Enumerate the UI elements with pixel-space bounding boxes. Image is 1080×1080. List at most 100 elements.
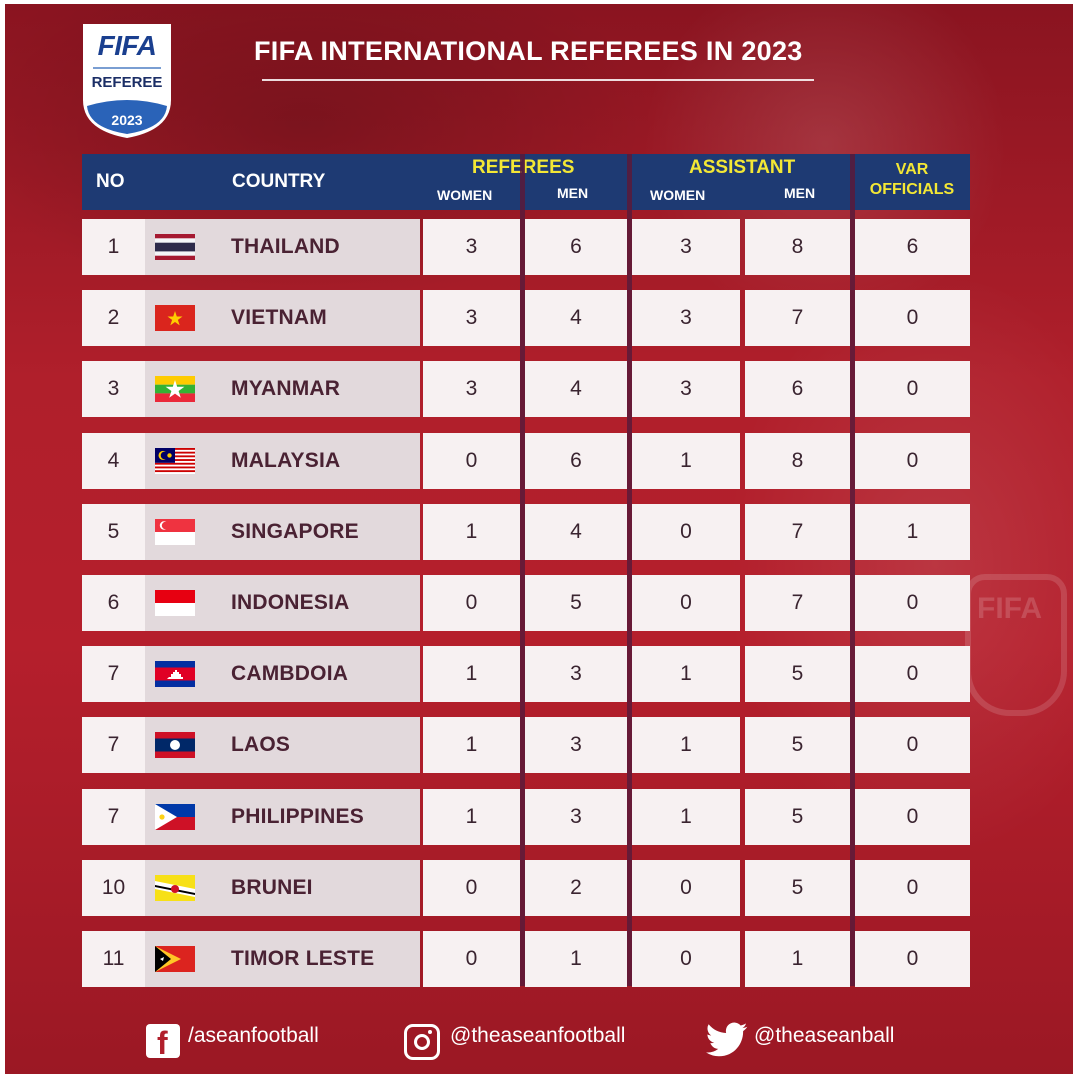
title-underline bbox=[262, 79, 814, 81]
row-number: 11 bbox=[82, 931, 145, 987]
country-name: CAMBDOIA bbox=[231, 662, 349, 686]
referees-men-value: 5 bbox=[525, 575, 627, 631]
table-row: 3 MYANMAR 3 4 3 6 0 bbox=[82, 361, 970, 418]
shield-icon bbox=[83, 24, 171, 138]
header-no: NO bbox=[96, 171, 125, 192]
table-row: 11 TIMOR LESTE 0 1 0 1 0 bbox=[82, 931, 970, 987]
country-cell: VIETNAM bbox=[145, 290, 420, 347]
twitter-handle[interactable]: @theaseanball bbox=[754, 1024, 895, 1047]
var-officials-value: 0 bbox=[855, 788, 970, 845]
referees-women-value: 3 bbox=[423, 219, 520, 275]
table-row: 1 THAILAND 3 6 3 8 6 bbox=[82, 219, 970, 275]
var-officials-value: 0 bbox=[855, 931, 970, 987]
instagram-handle[interactable]: @theaseanfootball bbox=[450, 1024, 626, 1047]
assistant-men-value: 8 bbox=[745, 219, 850, 275]
twitter-icon bbox=[706, 1022, 748, 1057]
indonesia-flag-icon bbox=[155, 590, 195, 616]
assistant-men-value: 7 bbox=[745, 503, 850, 560]
referees-women-value: 0 bbox=[423, 859, 520, 916]
referees-men-value: 4 bbox=[525, 290, 627, 347]
country-name: INDONESIA bbox=[231, 591, 350, 614]
facebook-handle[interactable]: /aseanfootball bbox=[188, 1024, 319, 1047]
row-number: 2 bbox=[82, 290, 145, 347]
header-var-line1: VAR bbox=[895, 161, 929, 178]
myanmar-flag-icon bbox=[155, 376, 195, 403]
referees-women-value: 0 bbox=[423, 931, 520, 987]
instagram-icon bbox=[404, 1024, 440, 1060]
country-cell: BRUNEI bbox=[145, 859, 420, 916]
assistant-men-value: 8 bbox=[745, 432, 850, 489]
referees-women-value: 0 bbox=[423, 432, 520, 489]
referees-men-value: 4 bbox=[525, 503, 627, 560]
referees-women-value: 1 bbox=[423, 503, 520, 560]
assistant-men-value: 5 bbox=[745, 717, 850, 774]
laos-flag-icon bbox=[155, 732, 195, 759]
referees-men-value: 1 bbox=[525, 931, 627, 987]
header-var-line2: OFFICIALS bbox=[869, 181, 955, 198]
var-officials-value: 0 bbox=[855, 646, 970, 703]
table-row: 4 MALAYSIA 0 6 1 8 0 bbox=[82, 432, 970, 489]
singapore-flag-icon bbox=[155, 518, 195, 545]
country-name: BRUNEI bbox=[231, 875, 313, 899]
table-row: 7 LAOS 1 3 1 5 0 bbox=[82, 717, 970, 774]
header-assistant: ASSISTANT bbox=[689, 157, 796, 178]
row-number: 7 bbox=[82, 788, 145, 845]
var-officials-value: 0 bbox=[855, 859, 970, 916]
facebook-icon: f bbox=[146, 1024, 180, 1060]
logo-label: REFEREE bbox=[91, 74, 163, 91]
country-cell: SINGAPORE bbox=[145, 503, 420, 560]
referees-women-value: 3 bbox=[423, 361, 520, 418]
logo-year: 2023 bbox=[111, 112, 143, 128]
logo-brand: FIFA bbox=[97, 30, 157, 61]
referees-men-value: 6 bbox=[525, 432, 627, 489]
row-number: 7 bbox=[82, 717, 145, 774]
country-cell: LAOS bbox=[145, 717, 420, 774]
var-officials-value: 0 bbox=[855, 361, 970, 418]
row-number: 7 bbox=[82, 646, 145, 703]
table-row: 7 PHILIPPINES 1 3 1 5 0 bbox=[82, 788, 970, 845]
assistant-men-value: 7 bbox=[745, 575, 850, 631]
country-name: SINGAPORE bbox=[231, 519, 359, 543]
assistant-men-value: 5 bbox=[745, 859, 850, 916]
table-row: 10 BRUNEI 0 2 0 5 0 bbox=[82, 859, 970, 916]
referees-women-value: 1 bbox=[423, 646, 520, 703]
var-officials-value: 0 bbox=[855, 432, 970, 489]
assistant-men-value: 5 bbox=[745, 646, 850, 703]
assistant-women-value: 3 bbox=[632, 290, 740, 347]
cambodia-flag-icon bbox=[155, 661, 195, 688]
header-country: COUNTRY bbox=[232, 171, 326, 192]
background-fifa-badge-watermark: FIFA bbox=[965, 574, 1067, 716]
country-name: LAOS bbox=[231, 733, 291, 757]
assistant-women-value: 0 bbox=[632, 503, 740, 560]
row-number: 6 bbox=[82, 575, 145, 631]
header-assistant-women: WOMEN bbox=[650, 187, 706, 203]
row-number: 4 bbox=[82, 432, 145, 489]
referees-women-value: 1 bbox=[423, 717, 520, 774]
country-name: THAILAND bbox=[231, 235, 340, 258]
thailand-flag-icon bbox=[155, 234, 195, 260]
page-title: FIFA INTERNATIONAL REFEREES IN 2023 bbox=[254, 36, 803, 66]
column-divider bbox=[520, 154, 525, 986]
referees-women-value: 3 bbox=[423, 290, 520, 347]
referees-men-value: 3 bbox=[525, 646, 627, 703]
table-row: 6 INDONESIA 0 5 0 7 0 bbox=[82, 575, 970, 631]
country-name: MYANMAR bbox=[231, 377, 341, 401]
referees-men-value: 3 bbox=[525, 717, 627, 774]
country-cell: THAILAND bbox=[145, 219, 420, 275]
assistant-men-value: 7 bbox=[745, 290, 850, 347]
table-row: 5 SINGAPORE 1 4 0 7 1 bbox=[82, 503, 970, 560]
header-referees-women: WOMEN bbox=[437, 187, 493, 203]
assistant-women-value: 3 bbox=[632, 361, 740, 418]
country-cell: CAMBDOIA bbox=[145, 646, 420, 703]
timor-leste-flag-icon bbox=[155, 946, 195, 972]
assistant-women-value: 1 bbox=[632, 717, 740, 774]
country-cell: MYANMAR bbox=[145, 361, 420, 418]
var-officials-value: 6 bbox=[855, 219, 970, 275]
var-officials-value: 0 bbox=[855, 290, 970, 347]
header-assistant-men: MEN bbox=[784, 185, 816, 201]
philippines-flag-icon bbox=[155, 803, 195, 830]
table-header: NO COUNTRY REFEREES WOMEN MEN ASSISTANT … bbox=[82, 154, 970, 210]
country-name: VIETNAM bbox=[231, 306, 327, 330]
country-cell: TIMOR LESTE bbox=[145, 931, 420, 987]
country-cell: PHILIPPINES bbox=[145, 788, 420, 845]
